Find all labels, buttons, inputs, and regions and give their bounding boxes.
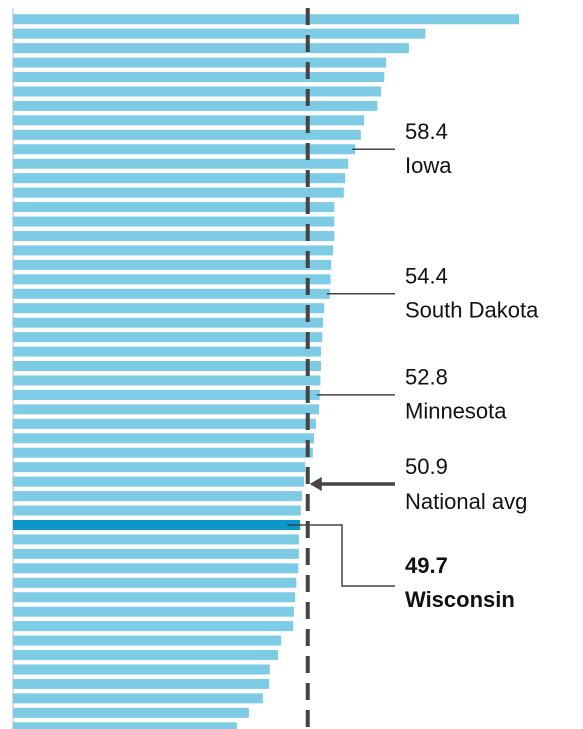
bar — [13, 563, 299, 574]
bar — [13, 346, 322, 357]
bar — [13, 43, 409, 54]
bar — [13, 707, 249, 718]
bar — [13, 230, 335, 241]
leader-line — [287, 524, 395, 587]
bar — [13, 548, 299, 559]
bar — [13, 14, 519, 25]
bar — [13, 317, 323, 328]
bar — [13, 404, 320, 415]
bar — [13, 491, 303, 502]
bar — [13, 462, 306, 473]
bar — [13, 72, 385, 83]
bar — [13, 288, 330, 299]
bar — [13, 115, 365, 126]
bar — [13, 418, 316, 429]
bar — [13, 389, 320, 400]
bar — [13, 635, 282, 646]
bar — [13, 505, 301, 516]
bar — [13, 274, 331, 285]
bar — [13, 693, 263, 704]
bar — [13, 303, 325, 314]
bar — [13, 129, 361, 140]
bar — [13, 519, 301, 530]
bar — [13, 664, 270, 675]
bar — [13, 678, 270, 689]
bar — [13, 592, 296, 603]
bar — [13, 375, 321, 386]
annotation-label: Wisconsin — [405, 587, 515, 612]
bar — [13, 476, 304, 487]
annotation-value: 49.7 — [405, 553, 448, 578]
bar — [13, 650, 279, 661]
annotation-label: Minnesota — [405, 399, 507, 424]
bar — [13, 433, 315, 444]
bar — [13, 722, 237, 729]
annotation-value: 58.4 — [405, 119, 448, 144]
annotation-value: 52.8 — [405, 365, 448, 390]
bar — [13, 577, 297, 588]
bar — [13, 606, 294, 617]
bar — [13, 202, 335, 213]
bar — [13, 361, 322, 372]
bar — [13, 447, 313, 458]
bar — [13, 534, 299, 545]
bar — [13, 332, 323, 343]
bar — [13, 187, 344, 198]
bar — [13, 100, 378, 111]
bar — [13, 158, 349, 169]
arrow-head — [309, 477, 322, 491]
bar — [13, 28, 426, 39]
bar — [13, 57, 387, 68]
annotation-label: South Dakota — [405, 298, 539, 323]
annotation-value: 54.4 — [405, 264, 448, 289]
bar — [13, 621, 294, 632]
bar — [13, 245, 334, 256]
annotation-label: Iowa — [405, 153, 452, 178]
reference-label: National avg — [405, 489, 527, 514]
bar — [13, 144, 356, 155]
bar — [13, 173, 346, 184]
bar — [13, 259, 332, 270]
reference-value: 50.9 — [405, 454, 448, 479]
bar — [13, 216, 335, 227]
bar — [13, 86, 382, 97]
